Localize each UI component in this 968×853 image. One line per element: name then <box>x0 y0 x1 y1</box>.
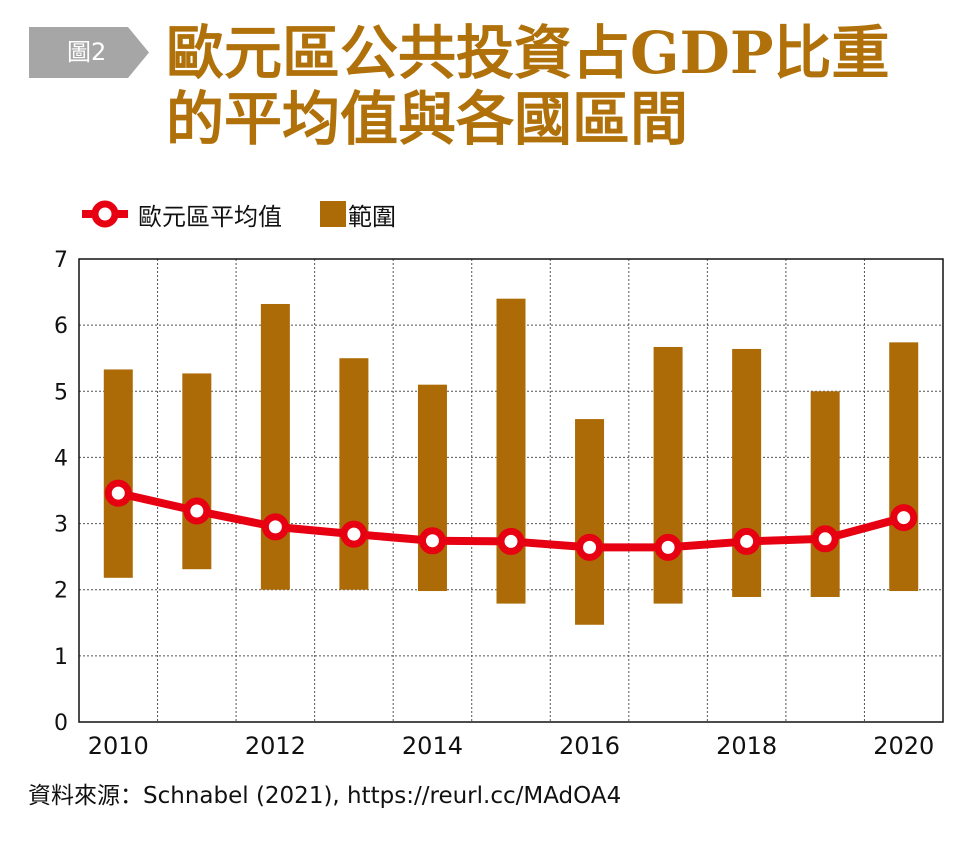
range-bar-2013 <box>339 358 369 590</box>
average-point-2015 <box>497 527 525 555</box>
plot-frame <box>78 258 944 723</box>
chart-title-line2: 的平均值與各國區間 <box>166 85 689 153</box>
y-tick-label: 0 <box>54 711 68 736</box>
figure-badge: 圖2 <box>29 27 149 78</box>
legend-item-range: 範圍 <box>320 197 396 232</box>
average-point-2010 <box>104 479 132 507</box>
y-tick-label: 6 <box>54 314 68 339</box>
y-tick-label: 5 <box>54 380 68 405</box>
average-line <box>104 479 918 561</box>
x-tick-label: 2020 <box>873 732 934 760</box>
range-bar-2010 <box>103 369 133 578</box>
range-bar-2016 <box>575 419 605 625</box>
x-tick-label: 2014 <box>402 732 463 760</box>
badge-label: 圖2 <box>67 38 107 66</box>
range-bar-2011 <box>182 373 212 570</box>
legend-item-average: 歐元區平均值 <box>80 197 282 232</box>
y-tick-label: 2 <box>54 579 68 604</box>
average-point-2017 <box>654 533 682 561</box>
x-tick-label: 2018 <box>716 732 777 760</box>
range-bars <box>103 298 919 625</box>
legend-label-average: 歐元區平均值 <box>138 202 282 231</box>
legend: 歐元區平均值 範圍 <box>80 196 434 232</box>
line-marker-icon <box>82 200 128 228</box>
average-point-2020 <box>890 504 918 532</box>
average-point-2014 <box>418 527 446 555</box>
range-bar-2012 <box>260 303 290 590</box>
range-bar-2020 <box>889 342 919 592</box>
legend-label-range: 範圍 <box>348 202 396 231</box>
x-tick-labels: 2010 2012 2014 2016 2018 2020 <box>88 732 935 760</box>
range-bar-2015 <box>496 298 526 604</box>
x-tick-label: 2010 <box>88 732 149 760</box>
average-point-2013 <box>340 520 368 548</box>
chart-title-line1: 歐元區公共投資占GDP比重 <box>166 19 890 87</box>
x-tick-label: 2012 <box>245 732 306 760</box>
average-point-2016 <box>576 533 604 561</box>
average-point-2019 <box>811 525 839 553</box>
y-tick-label: 7 <box>54 248 68 273</box>
y-tick-label: 4 <box>54 446 68 471</box>
y-tick-label: 1 <box>54 645 68 670</box>
chart-title: 歐元區公共投資占GDP比重 的平均值與各國區間 <box>166 20 889 152</box>
range-bar-2018 <box>732 348 762 597</box>
source-note: 資料來源：Schnabel (2021), https://reurl.cc/M… <box>28 783 622 809</box>
range-bar-2017 <box>653 346 683 604</box>
range-bar-2014 <box>417 384 447 592</box>
average-point-2011 <box>183 497 211 525</box>
y-tick-labels: 0 1 2 3 4 5 6 7 <box>54 248 68 736</box>
range-bar-2019 <box>810 391 840 597</box>
x-tick-label: 2016 <box>559 732 620 760</box>
range-swatch-icon <box>320 201 346 227</box>
axes <box>78 258 944 723</box>
average-point-2012 <box>261 513 289 541</box>
average-point-2018 <box>733 527 761 555</box>
y-tick-label: 3 <box>54 513 68 538</box>
badge-arrow-shape <box>29 27 149 78</box>
